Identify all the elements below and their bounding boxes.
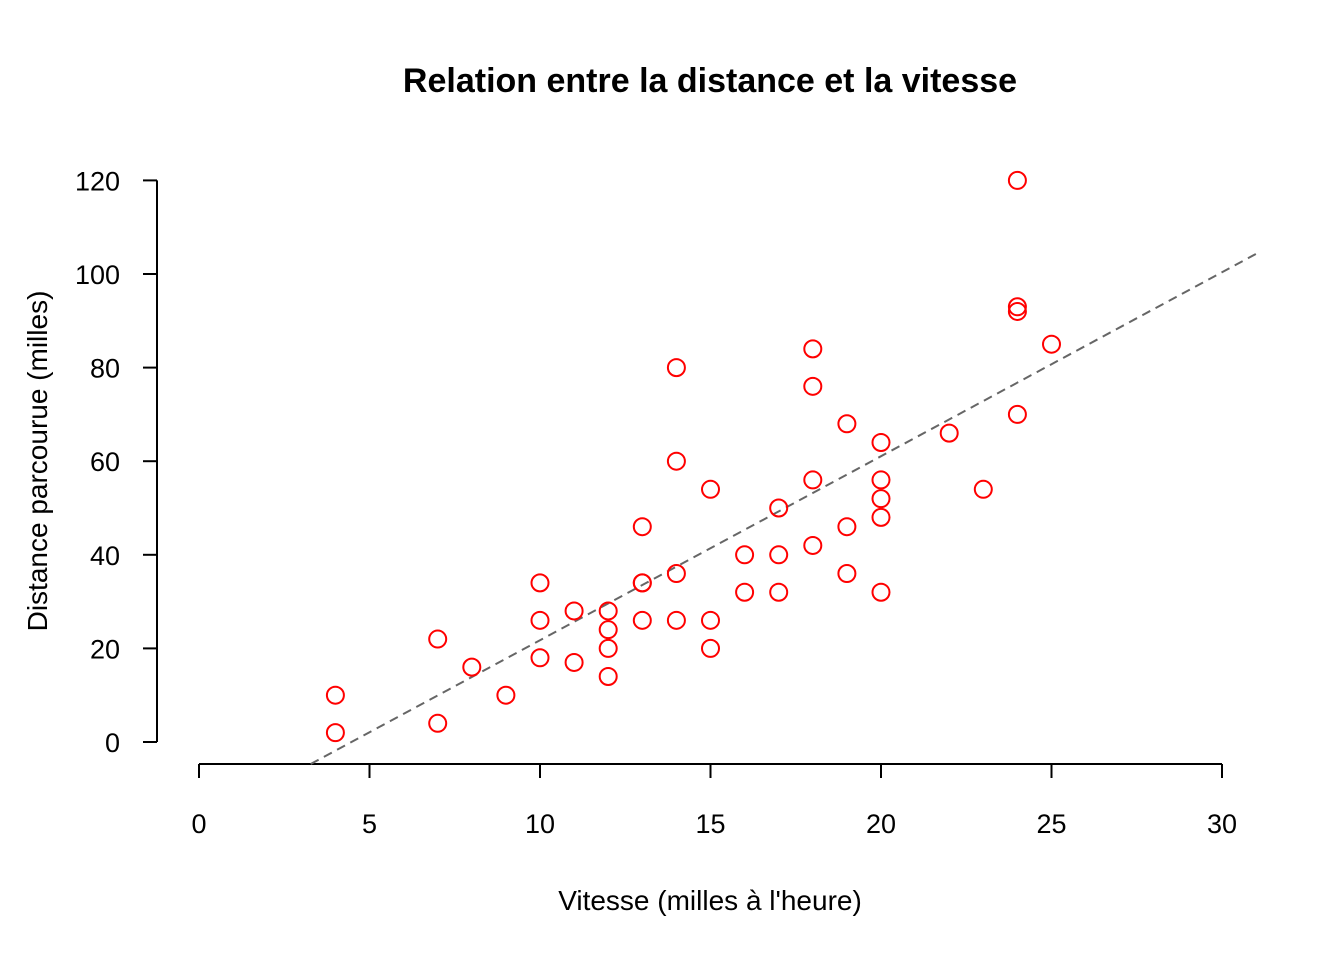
data-point bbox=[803, 376, 823, 396]
data-point bbox=[735, 582, 755, 602]
data-point bbox=[701, 638, 720, 658]
data-point bbox=[598, 638, 618, 658]
regression-line bbox=[310, 251, 1259, 765]
data-point bbox=[530, 610, 550, 630]
y-tick-label: 120 bbox=[75, 166, 120, 196]
data-point bbox=[530, 648, 550, 668]
data-point bbox=[428, 713, 448, 733]
x-tick-label: 25 bbox=[1036, 809, 1066, 839]
data-point bbox=[837, 517, 857, 537]
x-tick-label: 30 bbox=[1207, 809, 1237, 839]
y-tick-label: 60 bbox=[90, 447, 120, 477]
data-point bbox=[1007, 170, 1027, 190]
data-point bbox=[428, 629, 448, 649]
y-tick-label: 80 bbox=[90, 354, 120, 384]
data-points bbox=[325, 170, 1061, 743]
data-point bbox=[871, 489, 891, 509]
data-point bbox=[1007, 404, 1027, 424]
data-point bbox=[871, 582, 891, 602]
x-tick-label: 20 bbox=[866, 809, 896, 839]
data-point bbox=[803, 339, 823, 359]
data-point bbox=[564, 652, 584, 672]
data-point bbox=[837, 564, 857, 584]
data-point bbox=[769, 545, 789, 565]
x-tick-label: 5 bbox=[362, 809, 377, 839]
data-point bbox=[701, 610, 720, 630]
data-point bbox=[871, 507, 891, 527]
data-point bbox=[632, 573, 652, 593]
data-point bbox=[462, 657, 482, 677]
data-point bbox=[1007, 301, 1027, 321]
data-point bbox=[837, 414, 857, 434]
x-tick-label: 10 bbox=[525, 809, 555, 839]
x-tick-label: 15 bbox=[695, 809, 725, 839]
data-point bbox=[1042, 334, 1061, 354]
data-point bbox=[871, 432, 891, 452]
data-point bbox=[1007, 297, 1027, 317]
data-point bbox=[666, 610, 686, 630]
data-point bbox=[939, 423, 959, 443]
data-point bbox=[598, 666, 618, 686]
data-point bbox=[701, 479, 720, 499]
data-point bbox=[598, 620, 618, 640]
x-tick-label: 0 bbox=[191, 809, 206, 839]
data-point bbox=[803, 535, 823, 555]
data-point bbox=[871, 470, 891, 490]
data-point bbox=[769, 498, 789, 518]
y-axis-label: Distance parcourue (milles) bbox=[22, 291, 53, 632]
data-point bbox=[598, 601, 618, 621]
data-point bbox=[325, 685, 345, 705]
data-point bbox=[666, 564, 686, 584]
y-tick-label: 100 bbox=[75, 260, 120, 290]
data-point bbox=[666, 451, 686, 471]
chart-title: Relation entre la distance et la vitesse bbox=[403, 62, 1017, 100]
data-point bbox=[530, 573, 550, 593]
data-point bbox=[735, 545, 755, 565]
data-point bbox=[769, 582, 789, 602]
data-point bbox=[632, 610, 652, 630]
data-point bbox=[325, 723, 345, 743]
y-tick-label: 0 bbox=[105, 728, 120, 758]
y-tick-label: 20 bbox=[90, 634, 120, 664]
x-axis-label: Vitesse (milles à l'heure) bbox=[558, 885, 862, 916]
y-tick-label: 40 bbox=[90, 541, 120, 571]
axes: 0 5 10 15 20 25 30 0 20 40 60 80 100 120 bbox=[75, 166, 1237, 839]
data-point bbox=[973, 479, 993, 499]
regression-line-group bbox=[310, 251, 1259, 765]
data-point bbox=[803, 470, 823, 490]
data-point bbox=[666, 358, 686, 378]
data-point bbox=[632, 517, 652, 537]
data-point bbox=[496, 685, 516, 705]
data-point bbox=[564, 601, 584, 621]
